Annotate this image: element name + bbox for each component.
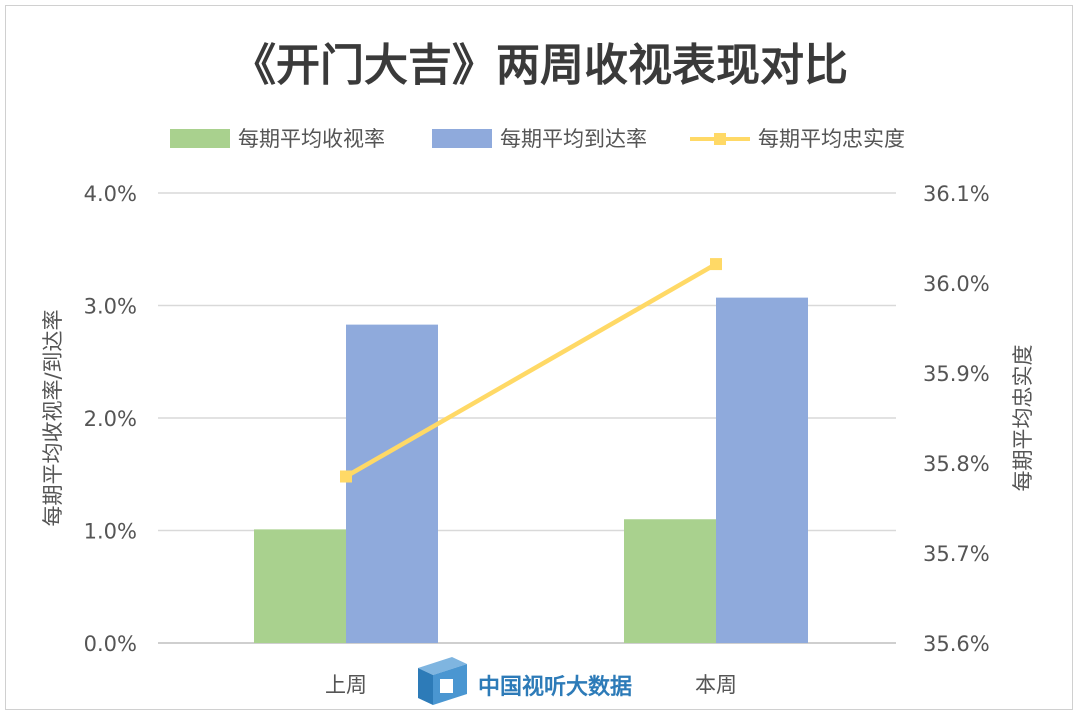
right-tick-label: 36.0% — [923, 272, 990, 296]
left-axis-ticks: 0.0% 1.0% 2.0% 3.0% 4.0% — [84, 182, 137, 656]
legend: 每期平均收视率 每期平均到达率 每期平均忠实度 — [170, 127, 905, 151]
category-label-last-week: 上周 — [325, 673, 367, 697]
right-tick-label: 36.1% — [923, 182, 990, 206]
chart-frame — [5, 5, 1073, 710]
cvb-logo-icon — [418, 657, 467, 705]
loyalty-point — [710, 258, 722, 271]
right-axis-ticks: 35.6% 35.7% 35.8% 35.9% 36.0% 36.1% — [923, 182, 990, 656]
legend-label-loyalty: 每期平均忠实度 — [758, 127, 905, 151]
bar-rating — [254, 529, 346, 643]
legend-label-reach: 每期平均到达率 — [500, 127, 647, 151]
loyalty-line — [344, 262, 718, 479]
left-tick-label: 1.0% — [84, 520, 137, 544]
legend-marker-loyalty — [714, 133, 726, 145]
right-tick-label: 35.6% — [923, 632, 990, 656]
left-tick-label: 2.0% — [84, 407, 137, 431]
right-tick-label: 35.7% — [923, 542, 990, 566]
chart-title: 《开门大吉》两周收视表现对比 — [232, 40, 848, 91]
left-tick-label: 0.0% — [84, 632, 137, 656]
bar-rating — [624, 519, 716, 643]
watermark-text: 中国视听大数据 — [478, 674, 632, 700]
right-tick-label: 35.9% — [923, 362, 990, 386]
right-tick-label: 35.8% — [923, 452, 990, 476]
bar-reach — [716, 297, 808, 643]
left-axis-title: 每期平均收视率/到达率 — [41, 309, 65, 526]
category-label-this-week: 本周 — [695, 673, 737, 697]
legend-label-rating: 每期平均收视率 — [238, 127, 385, 151]
left-tick-label: 3.0% — [84, 295, 137, 319]
loyalty-line-series — [340, 258, 722, 483]
left-tick-label: 4.0% — [84, 182, 137, 206]
right-axis-title: 每期平均忠实度 — [1011, 345, 1035, 492]
bar-reach — [346, 324, 438, 643]
loyalty-point — [340, 470, 352, 483]
legend-swatch-rating — [170, 129, 230, 148]
watermark: 中国视听大数据 — [418, 657, 632, 705]
bars — [254, 297, 808, 643]
legend-swatch-reach — [432, 129, 492, 148]
